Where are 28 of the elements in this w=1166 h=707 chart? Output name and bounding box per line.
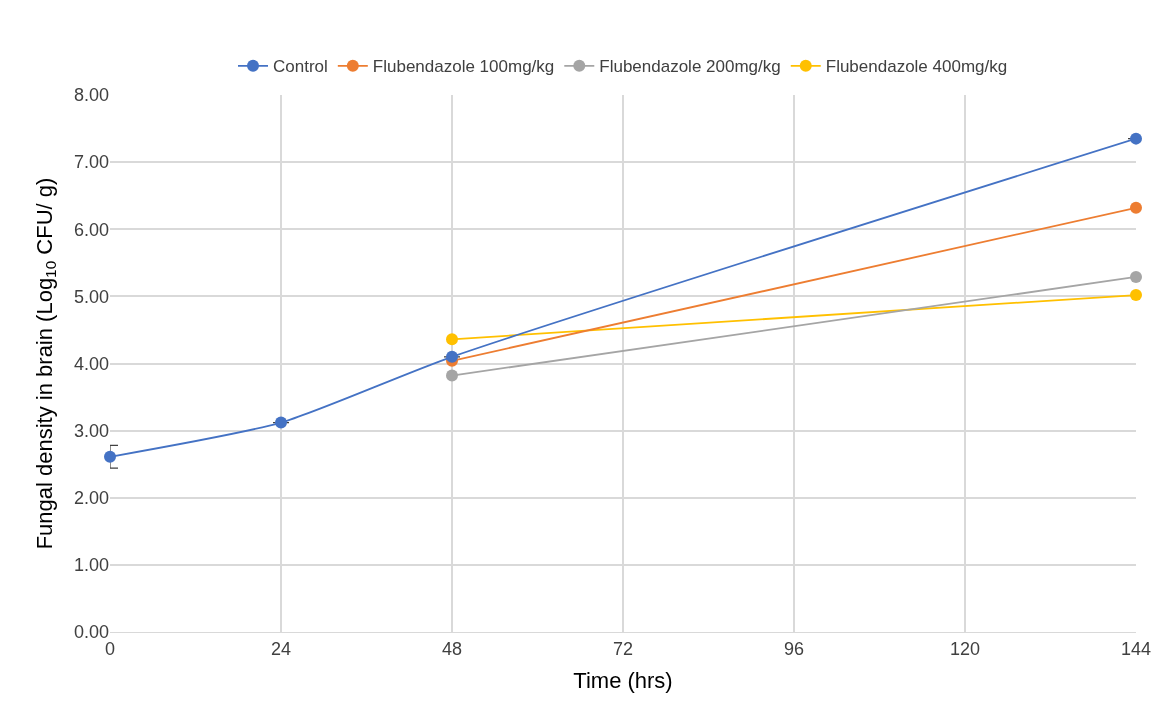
y-tick-label: 1.00 xyxy=(73,555,109,576)
point xyxy=(1130,289,1142,302)
point xyxy=(275,416,287,429)
x-tick-label: 120 xyxy=(949,638,981,659)
y-tick-label: 8.00 xyxy=(73,85,109,106)
legend-label: Flubendazole 200mg/kg xyxy=(599,57,781,77)
legend-label: Flubendazole 100mg/kg xyxy=(372,57,555,77)
x-tick-label: 48 xyxy=(441,638,463,659)
x-tick-label: 24 xyxy=(270,638,292,659)
point xyxy=(446,350,458,363)
legend-label: Flubendazole 400mg/kg xyxy=(825,57,1008,77)
point xyxy=(446,333,458,346)
y-tick-label: 7.00 xyxy=(73,152,109,173)
y-tick-label: 3.00 xyxy=(73,420,109,441)
y-tick-label: 2.00 xyxy=(73,488,109,509)
y-tick-label: 4.00 xyxy=(73,353,109,374)
y-tick-label: 5.00 xyxy=(73,286,109,307)
point xyxy=(1130,201,1142,214)
x-tick-label: 96 xyxy=(783,638,805,659)
x-tick-label: 144 xyxy=(1120,638,1152,659)
legend-label: Control xyxy=(273,57,328,77)
point xyxy=(1130,132,1142,145)
x-axis-title: Time (hrs) xyxy=(573,668,673,694)
x-tick-label: 72 xyxy=(612,638,634,659)
y-tick-label: 6.00 xyxy=(73,219,109,240)
point xyxy=(1130,270,1142,283)
point xyxy=(104,450,116,463)
point xyxy=(446,369,458,382)
